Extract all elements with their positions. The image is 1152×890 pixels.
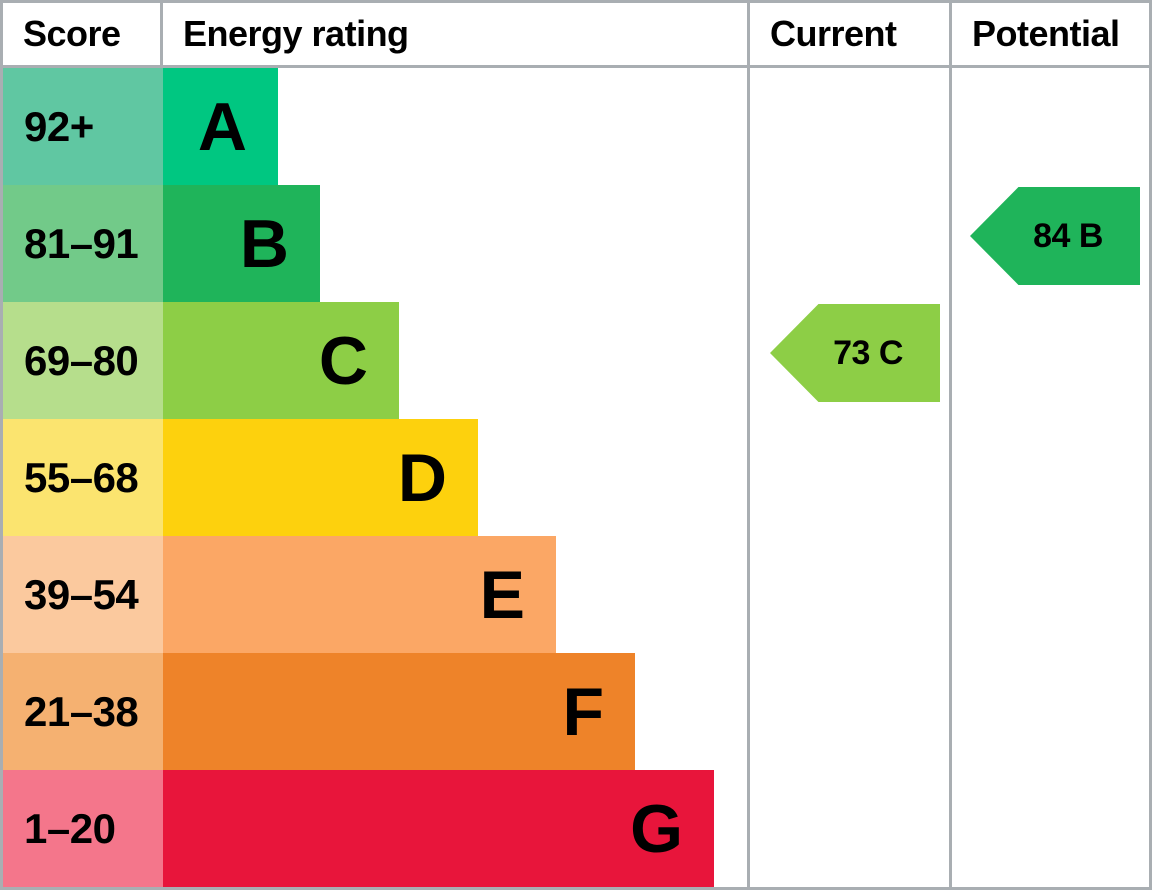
potential-cell-f xyxy=(949,653,1149,770)
band-bar-c: C xyxy=(163,302,399,419)
current-cell-d xyxy=(747,419,949,536)
current-cell-e xyxy=(747,536,949,653)
band-bar-a: A xyxy=(163,68,278,185)
column-header-energy-rating: Energy rating xyxy=(163,3,747,65)
score-range-g: 1–20 xyxy=(3,770,163,887)
current-cell-c: 73 C xyxy=(747,302,949,419)
current-rating-arrow: 73 C xyxy=(770,304,940,402)
energy-bar-cell-d: D xyxy=(163,419,747,536)
band-bar-d: D xyxy=(163,419,478,536)
potential-cell-g xyxy=(949,770,1149,887)
current-cell-f xyxy=(747,653,949,770)
potential-cell-c xyxy=(949,302,1149,419)
band-row-d: 55–68 D xyxy=(3,419,1149,536)
potential-cell-e xyxy=(949,536,1149,653)
column-header-current: Current xyxy=(747,3,949,65)
current-cell-a xyxy=(747,68,949,185)
potential-cell-a xyxy=(949,68,1149,185)
score-range-d: 55–68 xyxy=(3,419,163,536)
band-row-g: 1–20 G xyxy=(3,770,1149,887)
current-cell-b xyxy=(747,185,949,302)
potential-cell-b: 84 B xyxy=(949,185,1149,302)
column-header-score: Score xyxy=(3,3,163,65)
energy-bar-cell-e: E xyxy=(163,536,747,653)
energy-bar-cell-a: A xyxy=(163,68,747,185)
energy-bar-cell-f: F xyxy=(163,653,747,770)
band-row-e: 39–54 E xyxy=(3,536,1149,653)
score-range-e: 39–54 xyxy=(3,536,163,653)
score-range-f: 21–38 xyxy=(3,653,163,770)
band-letter-e: E xyxy=(479,556,525,633)
energy-bar-cell-g: G xyxy=(163,770,747,887)
score-range-c: 69–80 xyxy=(3,302,163,419)
band-letter-b: B xyxy=(239,205,289,282)
energy-bar-cell-c: C xyxy=(163,302,747,419)
column-header-potential: Potential xyxy=(949,3,1149,65)
band-letter-c: C xyxy=(318,322,368,399)
band-row-c: 69–80 C 73 C xyxy=(3,302,1149,419)
band-bar-f: F xyxy=(163,653,635,770)
band-bar-g: G xyxy=(163,770,714,887)
band-rows: 92+ A 81–91 B 84 B 69–80 C 73 C 55–68 D 39–54 E 21–3… xyxy=(3,68,1149,887)
current-cell-g xyxy=(747,770,949,887)
score-range-a: 92+ xyxy=(3,68,163,185)
band-row-f: 21–38 F xyxy=(3,653,1149,770)
band-letter-f: F xyxy=(562,673,604,750)
potential-cell-d xyxy=(949,419,1149,536)
band-bar-b: B xyxy=(163,185,320,302)
chart-header-row: Score Energy rating Current Potential xyxy=(3,3,1149,68)
band-letter-g: G xyxy=(630,790,683,867)
energy-bar-cell-b: B xyxy=(163,185,747,302)
band-row-b: 81–91 B 84 B xyxy=(3,185,1149,302)
potential-rating-arrow: 84 B xyxy=(970,187,1140,285)
band-row-a: 92+ A xyxy=(3,68,1149,185)
score-range-b: 81–91 xyxy=(3,185,163,302)
band-letter-d: D xyxy=(397,439,447,516)
band-bar-e: E xyxy=(163,536,556,653)
band-letter-a: A xyxy=(197,88,247,165)
